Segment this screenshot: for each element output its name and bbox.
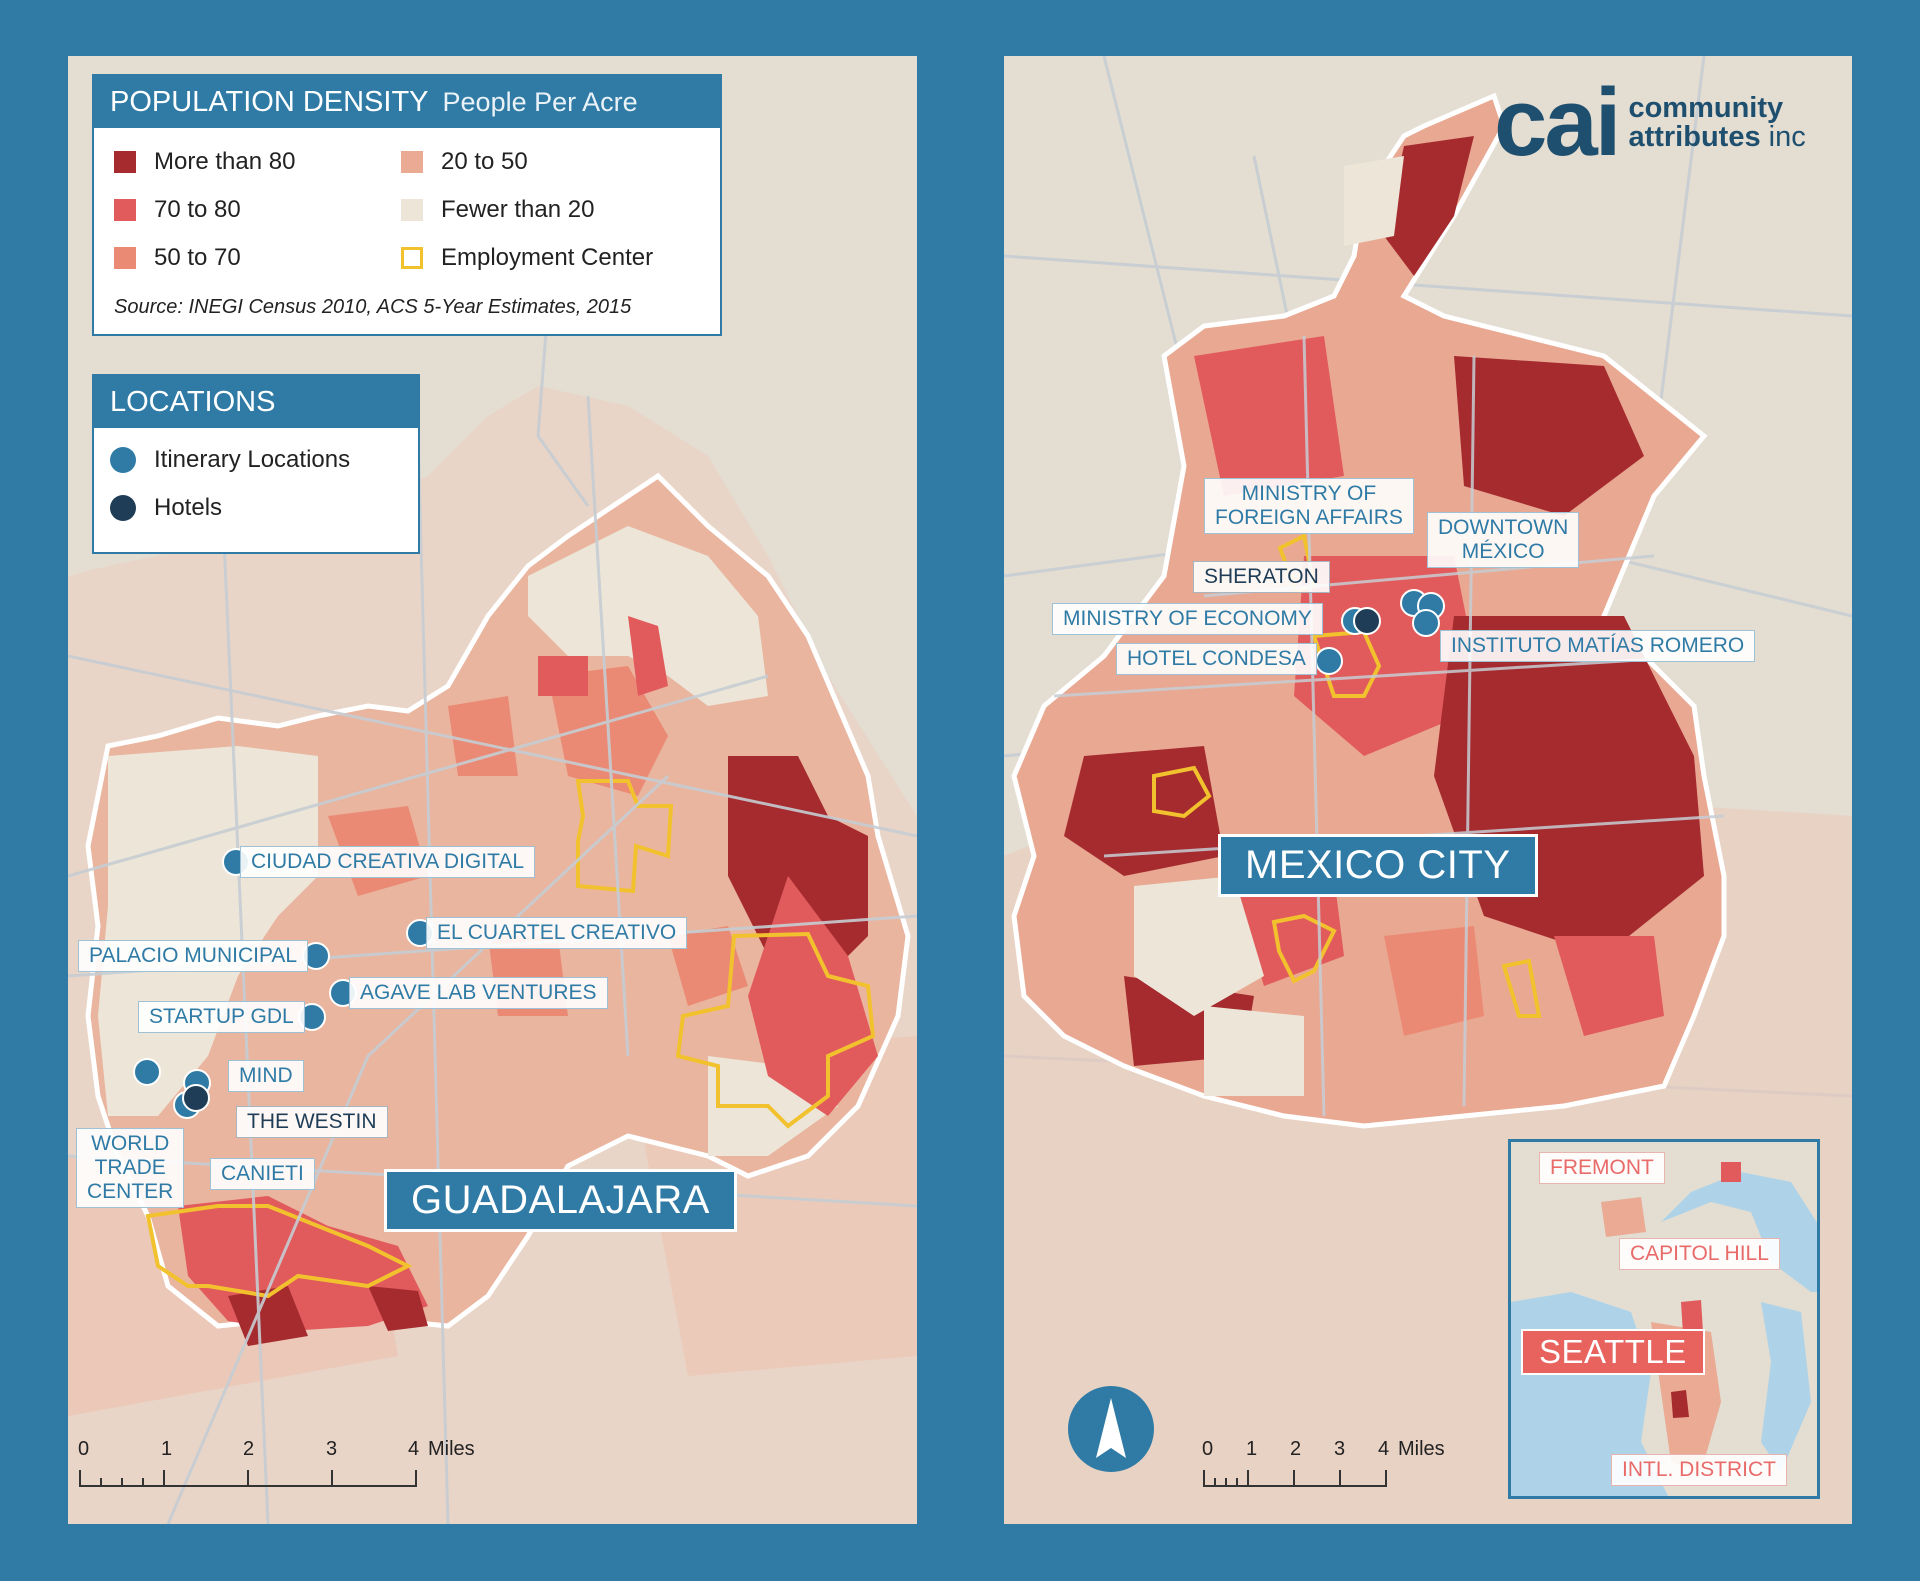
scale-bar-graphic xyxy=(79,1470,417,1487)
scale-tick-label: 4 xyxy=(408,1438,420,1460)
label-line: FOREIGN AFFAIRS xyxy=(1215,506,1403,529)
label-line: MÉXICO xyxy=(1461,540,1545,563)
scale-tick-label: 0 xyxy=(1202,1438,1214,1460)
label-line: TRADE xyxy=(94,1156,166,1179)
scale-tick-label: 3 xyxy=(1334,1438,1346,1460)
legend-swatch xyxy=(114,247,136,269)
scale-tick-label: 3 xyxy=(326,1438,338,1460)
label-ministry-foreign-affairs: MINISTRY OF FOREIGN AFFAIRS xyxy=(1204,478,1414,534)
label-mind: MIND xyxy=(228,1060,304,1092)
logo-mark: cai xyxy=(1494,69,1621,176)
label-line: DOWNTOWN xyxy=(1438,516,1569,539)
locations-legend-title: LOCATIONS xyxy=(110,385,276,418)
label-agave-lab: AGAVE LAB VENTURES xyxy=(349,977,608,1009)
scale-tick-label: 0 xyxy=(78,1438,90,1460)
legend-swatch xyxy=(401,247,423,269)
legend-item-more-than-80: More than 80 xyxy=(114,148,295,176)
seattle-inset-graphic xyxy=(1511,1162,1817,1496)
legend-item-hotels: Hotels xyxy=(110,494,222,522)
label-canieti: CANIETI xyxy=(210,1158,315,1190)
hotel-pin[interactable] xyxy=(1353,607,1381,635)
label-line: WORLD xyxy=(91,1132,170,1155)
legend-label: 70 to 80 xyxy=(154,196,241,223)
legend-swatch xyxy=(401,151,423,173)
legend-swatch xyxy=(114,151,136,173)
scale-tick-label: 4 xyxy=(1378,1438,1390,1460)
logo-wordmark: community attributes inc xyxy=(1628,94,1805,152)
label-intl-district: INTL. DISTRICT xyxy=(1611,1454,1788,1486)
scale-tick-label: 2 xyxy=(1290,1438,1302,1460)
scale-tick-label: 2 xyxy=(243,1438,255,1460)
legend-label: Employment Center xyxy=(441,244,654,271)
city-label-mexico-city: MEXICO CITY xyxy=(1218,834,1538,897)
population-density-legend: POPULATION DENSITY People Per Acre More … xyxy=(92,74,722,336)
scale-tick-label: 1 xyxy=(1246,1438,1258,1460)
legend-title: POPULATION DENSITY xyxy=(110,85,429,118)
label-cuartel-creativo: EL CUARTEL CREATIVO xyxy=(426,917,688,949)
legend-label: Itinerary Locations xyxy=(154,446,351,473)
logo-line: community xyxy=(1628,92,1784,124)
legend-item-employment-center: Employment Center xyxy=(401,244,653,272)
label-hotel-condesa: HOTEL CONDESA xyxy=(1116,643,1317,675)
label-ciudad-creativa: CIUDAD CREATIVA DIGITAL xyxy=(240,846,536,878)
logo-line: inc xyxy=(1768,121,1806,153)
scale-bar-guadalajara: 0 1 2 3 4 Miles xyxy=(78,1438,478,1498)
label-startup-gdl: STARTUP GDL xyxy=(138,1001,305,1033)
label-sheraton: SHERATON xyxy=(1193,561,1330,593)
legend-label: Fewer than 20 xyxy=(441,196,595,223)
label-fremont: FREMONT xyxy=(1539,1152,1665,1184)
city-label-guadalajara: GUADALAJARA xyxy=(384,1169,737,1232)
label-world-trade-center: WORLD TRADE CENTER xyxy=(76,1128,185,1208)
logo-line: attributes xyxy=(1628,121,1761,153)
label-capitol-hill: CAPITOL HILL xyxy=(1619,1238,1780,1270)
legend-item-fewer-than-20: Fewer than 20 xyxy=(401,196,594,224)
label-palacio-municipal: PALACIO MUNICIPAL xyxy=(78,940,309,972)
label-the-westin: THE WESTIN xyxy=(236,1106,388,1138)
legend-item-itinerary: Itinerary Locations xyxy=(110,446,350,474)
scale-unit-label: Miles xyxy=(1398,1438,1445,1460)
north-arrow-icon xyxy=(1068,1386,1154,1472)
legend-label: 50 to 70 xyxy=(154,244,241,271)
scale-unit-label: Miles xyxy=(428,1438,475,1460)
legend-label: Hotels xyxy=(154,494,223,521)
location-pin[interactable] xyxy=(133,1058,161,1086)
itinerary-dot-icon xyxy=(110,447,136,473)
scale-bar-graphic xyxy=(1203,1470,1387,1487)
cai-logo: cai community attributes inc xyxy=(1494,69,1806,176)
legend-label: 20 to 50 xyxy=(441,148,528,175)
label-line: CENTER xyxy=(87,1180,174,1203)
hotel-pin[interactable] xyxy=(182,1084,210,1112)
mexico-city-map-panel: cai community attributes inc MINISTRY OF… xyxy=(1004,56,1852,1524)
north-arrow-glyph xyxy=(1096,1398,1126,1458)
label-ministry-economy: MINISTRY OF ECONOMY xyxy=(1052,603,1323,635)
scale-bar-mexico-city: 0 1 2 3 4 Miles xyxy=(1202,1438,1462,1498)
scale-tick-label: 1 xyxy=(161,1438,173,1460)
city-label-seattle: SEATTLE xyxy=(1521,1329,1705,1375)
location-pin[interactable] xyxy=(1412,609,1440,637)
legend-source: Source: INEGI Census 2010, ACS 5-Year Es… xyxy=(114,296,632,318)
legend-swatch xyxy=(401,199,423,221)
legend-item-70-to-80: 70 to 80 xyxy=(114,196,241,224)
seattle-inset-map: FREMONT CAPITOL HILL SEATTLE INTL. DISTR… xyxy=(1508,1139,1820,1499)
label-instituto-matias-romero: INSTITUTO MATÍAS ROMERO xyxy=(1440,630,1756,662)
guadalajara-map xyxy=(68,305,917,1524)
locations-legend-header: LOCATIONS xyxy=(94,376,418,428)
label-downtown-mexico: DOWNTOWN MÉXICO xyxy=(1427,512,1580,568)
legend-header: POPULATION DENSITY People Per Acre xyxy=(94,76,720,128)
guadalajara-map-panel: POPULATION DENSITY People Per Acre More … xyxy=(68,56,917,1524)
hotel-dot-icon xyxy=(110,495,136,521)
legend-swatch xyxy=(114,199,136,221)
locations-legend: LOCATIONS Itinerary Locations Hotels xyxy=(92,374,420,554)
legend-item-50-to-70: 50 to 70 xyxy=(114,244,241,272)
legend-item-20-to-50: 20 to 50 xyxy=(401,148,528,176)
legend-label: More than 80 xyxy=(154,148,296,175)
label-line: MINISTRY OF xyxy=(1241,482,1377,505)
legend-subtitle: People Per Acre xyxy=(442,86,638,117)
location-pin[interactable] xyxy=(1315,647,1343,675)
